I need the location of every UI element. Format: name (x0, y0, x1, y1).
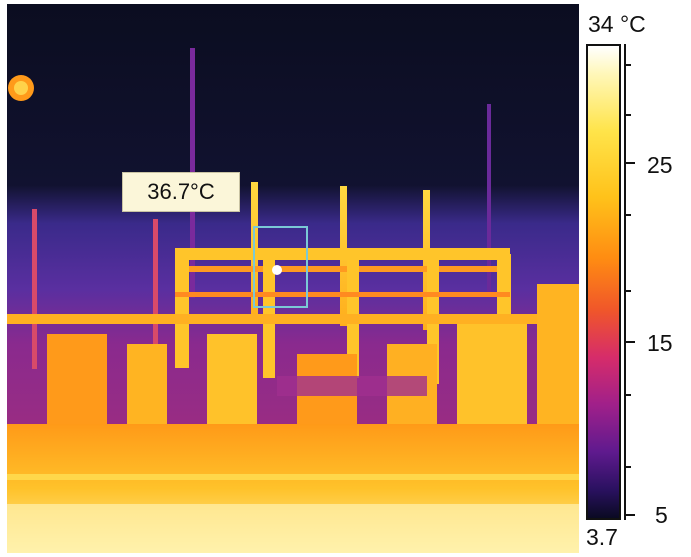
temperature-scale-bar (586, 44, 621, 520)
scale-tick (625, 290, 631, 292)
spot-temperature-label: 36.7°C (122, 172, 240, 212)
scale-tick-label: 5 (655, 502, 668, 528)
scale-tick (625, 466, 631, 468)
scale-min-label: 3.7 (586, 524, 618, 550)
scale-tick (625, 214, 631, 216)
scale-max-label: 34 °C (588, 11, 646, 37)
scale-tick-label: 25 (647, 152, 673, 178)
scale-tick (625, 394, 631, 396)
scale-tick-label: 15 (647, 330, 673, 356)
scale-ticks (625, 44, 639, 520)
scale-tick (625, 114, 631, 116)
scale-tick (625, 341, 635, 343)
scale-tick (625, 162, 635, 164)
thermal-image (7, 4, 579, 553)
measurement-box (253, 226, 308, 308)
scale-axis-line (624, 44, 626, 520)
scale-tick (625, 64, 631, 66)
scale-tick (625, 514, 635, 516)
